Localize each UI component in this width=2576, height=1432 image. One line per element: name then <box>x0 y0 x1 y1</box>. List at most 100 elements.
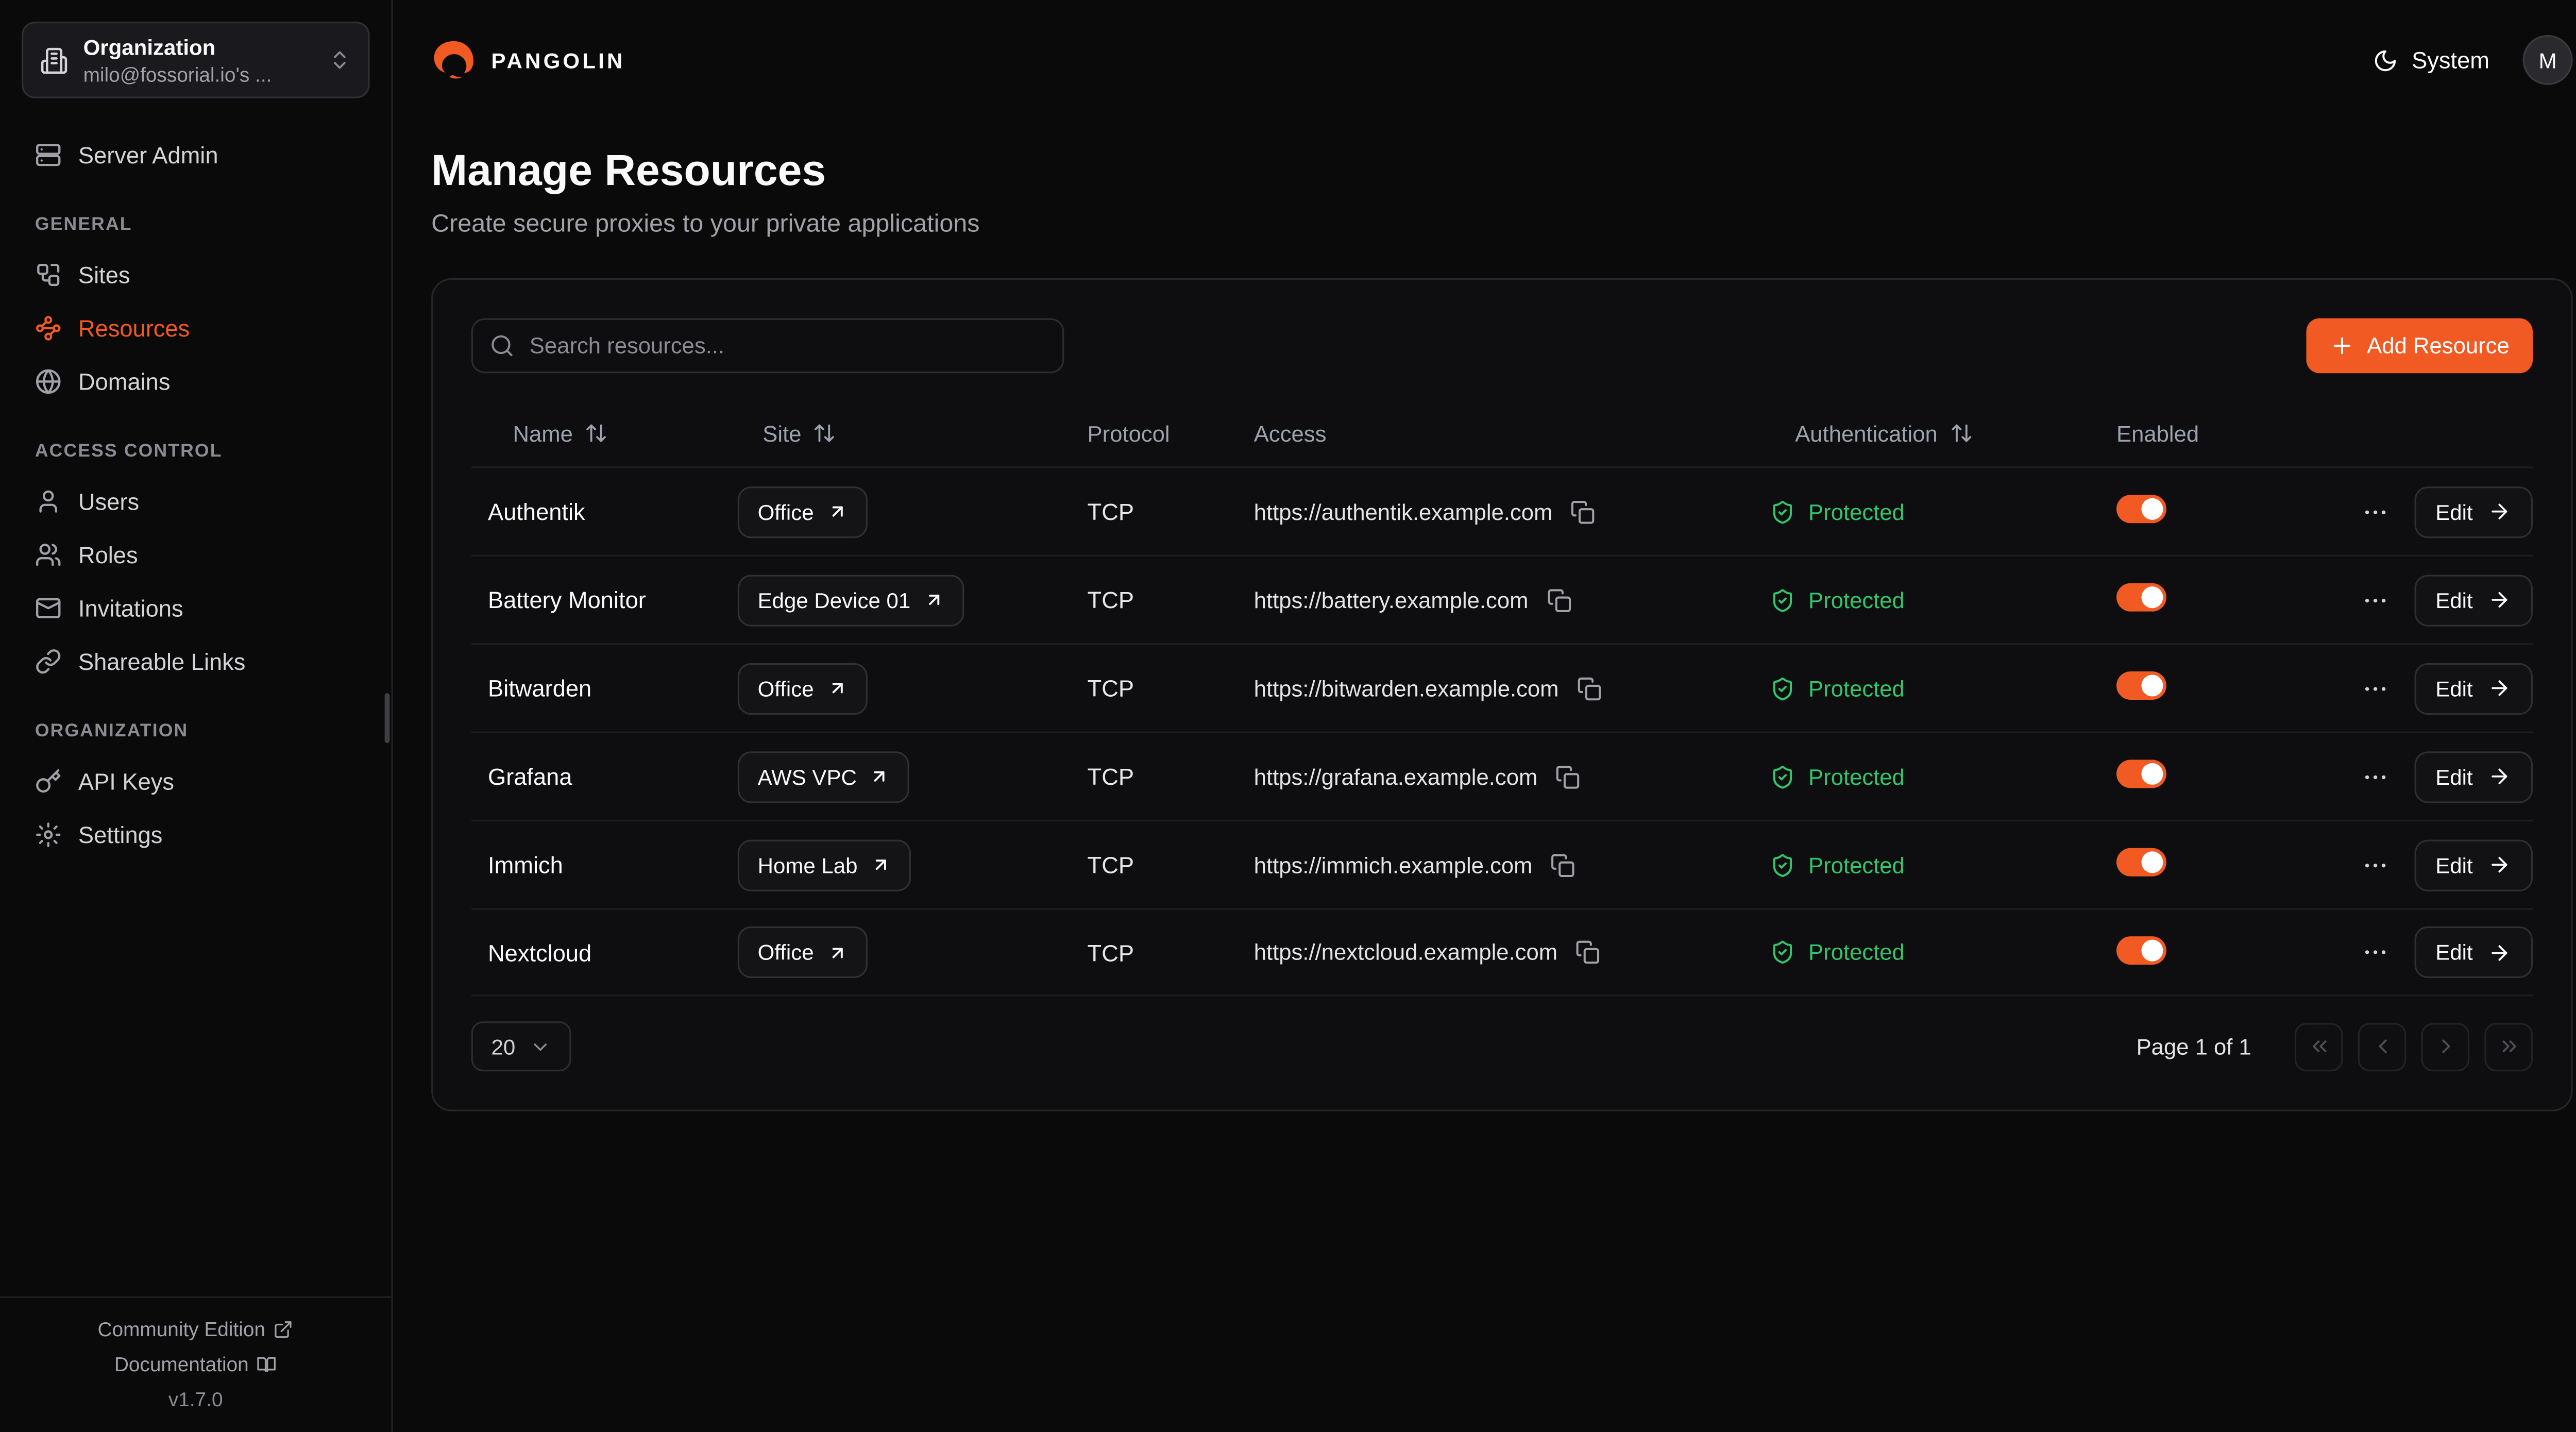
cell-protocol: TCP <box>1087 586 1134 613</box>
brand-name: PANGOLIN <box>491 47 625 73</box>
documentation-link[interactable]: Documentation <box>0 1352 392 1375</box>
sidebar-item-users[interactable]: Users <box>22 475 370 528</box>
ellipsis-icon <box>2364 863 2385 867</box>
enabled-toggle[interactable] <box>2116 495 2166 524</box>
column-header-name[interactable]: Name <box>471 420 721 446</box>
page-size-select[interactable]: 20 <box>471 1021 572 1072</box>
shield-check-icon <box>1773 853 1792 877</box>
edit-button[interactable]: Edit <box>2414 926 2533 979</box>
site-link-button[interactable]: Office <box>737 662 868 714</box>
resources-icon <box>36 316 61 341</box>
copy-url-button[interactable] <box>1556 764 1581 789</box>
enabled-toggle[interactable] <box>2116 671 2166 700</box>
card-toolbar: Add Resource <box>471 318 2533 374</box>
org-selector[interactable]: Organization milo@fossorial.io's ... <box>22 22 370 98</box>
sidebar-item-resources[interactable]: Resources <box>22 301 370 355</box>
sidebar-item-shareable-links[interactable]: Shareable Links <box>22 635 370 688</box>
sidebar-item-roles[interactable]: Roles <box>22 528 370 581</box>
sidebar-item-api-keys[interactable]: API Keys <box>22 755 370 808</box>
edit-button[interactable]: Edit <box>2414 839 2533 891</box>
ellipsis-icon <box>2364 686 2385 690</box>
search-icon <box>492 335 513 357</box>
copy-icon <box>1548 588 1571 612</box>
cell-name: Authentik <box>488 498 585 525</box>
access-url: https://bitwarden.example.com <box>1253 676 1559 701</box>
site-link-button[interactable]: Office <box>737 485 868 537</box>
edit-button[interactable]: Edit <box>2414 662 2533 714</box>
enabled-toggle[interactable] <box>2116 583 2166 612</box>
copy-url-button[interactable] <box>1576 940 1601 965</box>
sidebar-footer: Community Edition Documentation v1.7.0 <box>0 1295 392 1432</box>
edit-button[interactable]: Edit <box>2414 750 2533 802</box>
row-menu-button[interactable] <box>2357 670 2392 705</box>
last-page-button[interactable] <box>2484 1022 2533 1071</box>
row-menu-button[interactable] <box>2357 494 2392 529</box>
copy-icon <box>1552 853 1575 877</box>
next-page-button[interactable] <box>2421 1022 2470 1071</box>
theme-toggle[interactable]: System <box>2374 47 2489 73</box>
search-input[interactable] <box>471 318 1064 374</box>
sidebar-item-server-admin[interactable]: Server Admin <box>22 128 370 181</box>
site-link-button[interactable]: Home Lab <box>737 839 911 891</box>
site-link-button[interactable]: Office <box>737 926 868 979</box>
sidebar-item-settings[interactable]: Settings <box>22 808 370 861</box>
copy-url-button[interactable] <box>1571 499 1596 524</box>
page-subtitle: Create secure proxies to your private ap… <box>431 210 980 239</box>
previous-page-button[interactable] <box>2358 1022 2406 1071</box>
enabled-toggle[interactable] <box>2116 848 2166 877</box>
external-link-icon <box>275 1320 292 1337</box>
auth-status-label: Protected <box>1808 499 1905 524</box>
cell-protocol: TCP <box>1087 851 1134 879</box>
sidebar-item-sites[interactable]: Sites <box>22 248 370 301</box>
community-edition-link[interactable]: Community Edition <box>0 1317 392 1340</box>
row-menu-button[interactable] <box>2357 935 2392 970</box>
edit-button[interactable]: Edit <box>2414 574 2533 626</box>
copy-url-button[interactable] <box>1551 852 1575 878</box>
brand: PANGOLIN <box>431 38 625 82</box>
arrow-right-icon <box>2492 592 2507 608</box>
building-icon <box>41 47 67 73</box>
cell-name: Bitwarden <box>488 675 592 702</box>
sort-icon <box>1951 424 1971 442</box>
edit-button[interactable]: Edit <box>2414 485 2533 537</box>
edit-button-label: Edit <box>2435 676 2473 701</box>
auth-status: Protected <box>1753 676 2099 701</box>
copy-url-button[interactable] <box>1577 676 1602 701</box>
ellipsis-icon <box>2364 950 2385 954</box>
site-chip-label: Edge Device 01 <box>757 587 911 613</box>
site-link-button[interactable]: Edge Device 01 <box>737 574 964 626</box>
sidebar-item-domains[interactable]: Domains <box>22 355 370 408</box>
row-menu-button[interactable] <box>2357 582 2392 617</box>
section-title-access-control: ACCESS CONTROL <box>35 441 223 462</box>
arrow-right-icon <box>2492 944 2507 960</box>
mail-icon <box>36 598 61 618</box>
avatar-initial: M <box>2538 47 2557 73</box>
cell-protocol: TCP <box>1087 939 1134 966</box>
sort-icon <box>815 424 835 442</box>
page-title: Manage Resources <box>431 145 826 195</box>
sidebar-scrollbar[interactable] <box>384 693 390 744</box>
column-header-site[interactable]: Site <box>721 420 1071 446</box>
cell-protocol: TCP <box>1087 675 1134 702</box>
enabled-toggle[interactable] <box>2116 935 2166 964</box>
sidebar-item-invitations[interactable]: Invitations <box>22 581 370 634</box>
avatar[interactable]: M <box>2522 35 2573 85</box>
first-page-button[interactable] <box>2294 1022 2343 1071</box>
key-icon <box>36 769 61 793</box>
column-header-authentication[interactable]: Authentication <box>1753 420 2099 446</box>
row-menu-button[interactable] <box>2357 847 2392 882</box>
copy-url-button[interactable] <box>1547 587 1571 613</box>
access-url: https://grafana.example.com <box>1253 764 1538 789</box>
site-link-button[interactable]: AWS VPC <box>737 750 910 802</box>
row-menu-button[interactable] <box>2357 759 2392 794</box>
add-resource-button[interactable]: Add Resource <box>2307 318 2533 374</box>
auth-status: Protected <box>1753 940 2099 965</box>
book-icon <box>258 1356 277 1372</box>
edit-button-label: Edit <box>2435 852 2473 878</box>
shield-check-icon <box>1773 500 1792 523</box>
documentation-label: Documentation <box>114 1352 249 1376</box>
cell-protocol: TCP <box>1087 498 1134 525</box>
enabled-toggle[interactable] <box>2116 760 2166 788</box>
ellipsis-icon <box>2364 774 2385 779</box>
